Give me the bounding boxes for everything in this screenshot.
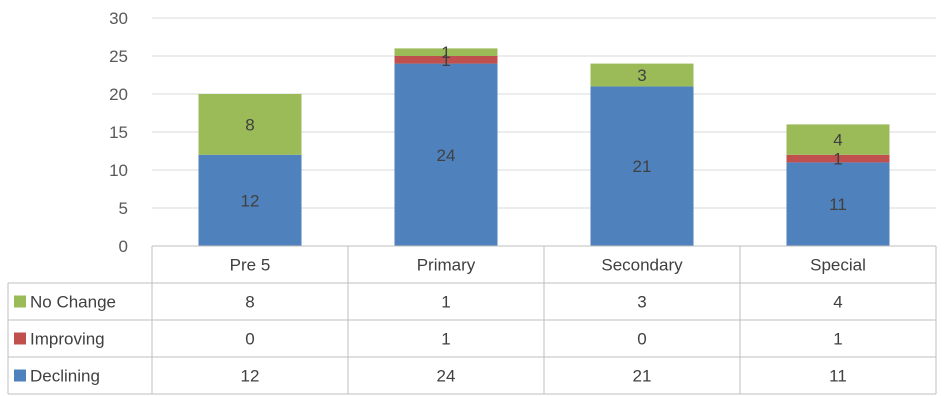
y-tick-label: 0 xyxy=(119,237,128,256)
data-label-no-change-special: 4 xyxy=(833,131,842,150)
legend-key-declining xyxy=(14,370,26,382)
y-tick-label: 5 xyxy=(119,199,128,218)
table-value-declining-pre-5: 12 xyxy=(241,367,260,386)
table-value-improving-secondary: 0 xyxy=(637,330,646,349)
table-value-improving-pre-5: 0 xyxy=(245,330,254,349)
table-value-no-change-secondary: 3 xyxy=(637,293,646,312)
table-value-improving-primary: 1 xyxy=(441,330,450,349)
series-label-no-change: No Change xyxy=(30,293,116,312)
table-value-declining-special: 11 xyxy=(829,367,847,386)
y-tick-label: 10 xyxy=(109,161,128,180)
y-tick-label: 25 xyxy=(109,47,128,66)
series-label-improving: Improving xyxy=(30,330,105,349)
category-label-secondary: Secondary xyxy=(601,256,683,275)
data-table: Pre 5 Primary Secondary Special No Change 8 1 3… xyxy=(8,246,936,394)
bars xyxy=(199,48,890,246)
table-value-no-change-primary: 1 xyxy=(441,293,450,312)
series-label-declining: Declining xyxy=(30,367,100,386)
table-value-improving-special: 1 xyxy=(833,330,842,349)
table-value-declining-secondary: 21 xyxy=(633,367,652,386)
data-label-no-change-primary: 1 xyxy=(441,43,450,62)
data-label-declining-secondary: 21 xyxy=(633,157,652,176)
category-label-special: Special xyxy=(810,256,866,275)
legend-key-no-change xyxy=(14,296,26,308)
category-label-primary: Primary xyxy=(417,256,476,275)
y-tick-label: 20 xyxy=(109,85,128,104)
data-label-declining-special: 11 xyxy=(829,195,847,214)
table-value-no-change-special: 4 xyxy=(833,293,842,312)
data-label-no-change-pre-5: 8 xyxy=(245,115,254,134)
data-label-improving-special: 1 xyxy=(833,150,842,169)
category-label-pre-5: Pre 5 xyxy=(230,256,271,275)
data-label-declining-primary: 24 xyxy=(437,146,456,165)
table-value-declining-primary: 24 xyxy=(437,367,456,386)
legend-key-improving xyxy=(14,333,26,345)
data-label-no-change-secondary: 3 xyxy=(637,66,646,85)
y-tick-label: 15 xyxy=(109,123,128,142)
y-tick-label: 30 xyxy=(109,9,128,28)
data-label-declining-pre-5: 12 xyxy=(241,191,260,210)
y-axis: 0 5 10 15 20 25 30 xyxy=(109,9,128,256)
table-value-no-change-pre-5: 8 xyxy=(245,293,254,312)
